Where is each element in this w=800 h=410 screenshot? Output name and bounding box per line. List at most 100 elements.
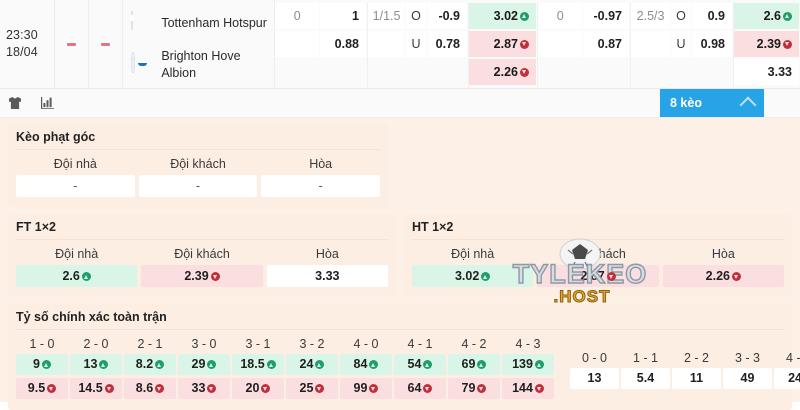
correct-score-label: 4 - 3 bbox=[515, 337, 541, 351]
match-row[interactable]: 23:30 18/04 Tottenham Hotspur Brighton H… bbox=[0, 0, 800, 89]
correct-score-odds-down[interactable]: 9.5 bbox=[16, 378, 68, 399]
ht-value-away[interactable]: 2.87 bbox=[537, 265, 659, 287]
ht-value-draw[interactable]: 2.26 bbox=[662, 265, 784, 287]
arrow-up-icon bbox=[782, 11, 792, 21]
odds-cell-empty[interactable] bbox=[537, 31, 583, 57]
odds-value: 18.5 bbox=[240, 357, 265, 371]
odds-cell[interactable]: 0.9 bbox=[691, 3, 732, 29]
odds-group-1x2-b: 2.6 2.39 3.33 bbox=[733, 3, 800, 88]
odds-cell[interactable]: 0.78 bbox=[426, 31, 467, 57]
arrow-up-icon bbox=[534, 360, 544, 370]
odds-cell-empty[interactable] bbox=[367, 31, 406, 57]
correct-score-odds-up[interactable]: 84 bbox=[340, 354, 392, 375]
correct-score-odds-down[interactable]: 64 bbox=[394, 378, 446, 399]
score-home-cell bbox=[55, 0, 90, 88]
correct-score-odds-up[interactable]: 18.5 bbox=[232, 354, 284, 375]
correct-score-odds-up[interactable]: 8.2 bbox=[124, 354, 176, 375]
jersey-icon[interactable] bbox=[6, 94, 24, 112]
odds-under-label[interactable]: U bbox=[671, 31, 691, 57]
bar-chart-icon[interactable] bbox=[38, 94, 56, 112]
odds-cell-1x2-home[interactable]: 2.6 bbox=[733, 3, 799, 29]
odds-cell[interactable]: 0.87 bbox=[583, 31, 629, 57]
correct-score-odds[interactable]: 49 bbox=[723, 368, 772, 389]
panel-corner-kick: Kèo phạt góc Đội nhà - Đội khách - Hòa - bbox=[8, 124, 388, 207]
arrow-down-icon bbox=[155, 384, 165, 394]
odds-cell-1x2-draw[interactable]: 3.33 bbox=[733, 59, 799, 85]
away-team-line[interactable]: Brighton Hove Albion bbox=[131, 44, 274, 86]
ht-col-away: Đội khách 2.87 bbox=[537, 244, 659, 287]
corner-col-draw: Hòa - bbox=[261, 154, 381, 197]
arrow-down-icon bbox=[477, 384, 487, 394]
odds-cell[interactable]: 0 bbox=[537, 3, 583, 29]
correct-score-odds-down[interactable]: 144 bbox=[502, 378, 554, 399]
correct-score-odds[interactable]: 11 bbox=[672, 368, 721, 389]
odds-cell-empty[interactable] bbox=[274, 31, 320, 57]
odds-value: 2.6 bbox=[763, 9, 781, 23]
odds-cell[interactable]: 1 bbox=[320, 3, 366, 29]
odds-under-label[interactable]: U bbox=[406, 31, 426, 57]
odds-cell-empty[interactable] bbox=[630, 31, 671, 57]
correct-score-odds[interactable]: 13 bbox=[570, 368, 619, 389]
odds-cell[interactable]: 0.88 bbox=[320, 31, 366, 57]
odds-cell[interactable]: 0.98 bbox=[691, 31, 732, 57]
odds-line-value[interactable]: 2.5/3 bbox=[630, 3, 671, 29]
correct-score-label: 4 - 4 bbox=[785, 351, 800, 365]
odds-cell-1x2-away[interactable]: 2.87 bbox=[468, 31, 536, 57]
arrow-down-icon bbox=[519, 67, 529, 77]
correct-score-odds-down[interactable]: 25 bbox=[286, 378, 338, 399]
column-header: Hòa bbox=[711, 247, 735, 261]
odds-cell-1x2-draw[interactable]: 2.26 bbox=[468, 59, 536, 85]
correct-score-odds-up[interactable]: 54 bbox=[394, 354, 446, 375]
correct-score-odds-down[interactable]: 20 bbox=[232, 378, 284, 399]
column-header: Đội khách bbox=[570, 247, 626, 261]
correct-score-odds-down[interactable]: 8.6 bbox=[124, 378, 176, 399]
arrow-up-icon bbox=[81, 272, 91, 282]
odds-panels: TYLEKEO .HOST Kèo phạt góc Đội nhà - Đội… bbox=[0, 118, 800, 410]
correct-score-odds-up[interactable]: 24 bbox=[286, 354, 338, 375]
ht-value-home[interactable]: 3.02 bbox=[412, 265, 534, 287]
arrow-down-icon bbox=[606, 272, 616, 282]
correct-score-column: 4 - 2 69 79 bbox=[448, 334, 500, 402]
odds-line-value[interactable]: 1/1.5 bbox=[367, 3, 406, 29]
home-team-line[interactable]: Tottenham Hotspur bbox=[131, 2, 274, 44]
correct-score-odds-up[interactable]: 9 bbox=[16, 354, 68, 375]
odds-over-label[interactable]: O bbox=[406, 3, 426, 29]
odds-cell[interactable]: -0.97 bbox=[583, 3, 629, 29]
correct-score-odds[interactable]: 5.4 bbox=[621, 368, 670, 389]
correct-score-column: 2 - 1 8.2 8.6 bbox=[124, 334, 176, 402]
toolbar-icons bbox=[0, 94, 56, 112]
odds-value: 54 bbox=[407, 357, 422, 371]
correct-score-label: 4 - 2 bbox=[461, 337, 487, 351]
correct-score-odds-up[interactable]: 29 bbox=[178, 354, 230, 375]
keo-count-badge[interactable]: 8 kèo bbox=[660, 89, 764, 117]
correct-score-odds[interactable]: 249 bbox=[774, 368, 800, 389]
correct-score-odds-down[interactable]: 33 bbox=[178, 378, 230, 399]
odds-cell[interactable]: 0 bbox=[274, 3, 320, 29]
correct-score-odds-down[interactable]: 79 bbox=[448, 378, 500, 399]
ft-value-draw[interactable]: 3.33 bbox=[266, 265, 388, 287]
odds-cell-1x2-home[interactable]: 3.02 bbox=[468, 3, 536, 29]
ft-value-away[interactable]: 2.39 bbox=[141, 265, 263, 287]
correct-score-odds-up[interactable]: 69 bbox=[448, 354, 500, 375]
arrow-down-icon bbox=[534, 384, 544, 394]
column-header: Đội nhà bbox=[55, 247, 99, 261]
odds-over-label[interactable]: O bbox=[671, 3, 691, 29]
chevron-up-icon[interactable] bbox=[739, 96, 757, 113]
odds-cell[interactable]: -0.9 bbox=[426, 3, 467, 29]
arrow-down-icon bbox=[315, 384, 325, 394]
corner-value-away[interactable]: - bbox=[138, 175, 258, 197]
odds-cell-1x2-away[interactable]: 2.39 bbox=[733, 31, 799, 57]
correct-score-odds-up[interactable]: 13 bbox=[70, 354, 122, 375]
odds-value: 144 bbox=[512, 381, 533, 395]
correct-score-odds-up[interactable]: 139 bbox=[502, 354, 554, 375]
ft-value-home[interactable]: 2.6 bbox=[16, 265, 138, 287]
correct-score-odds-down[interactable]: 14.5 bbox=[70, 378, 122, 399]
odds-value: 139 bbox=[512, 357, 533, 371]
corner-value-draw[interactable]: - bbox=[261, 175, 381, 197]
match-odds-page: 23:30 18/04 Tottenham Hotspur Brighton H… bbox=[0, 0, 800, 400]
correct-score-column: 2 - 2 11 bbox=[672, 348, 721, 392]
odds-value: 25 bbox=[299, 381, 314, 395]
correct-score-odds-down[interactable]: 99 bbox=[340, 378, 392, 399]
corner-value-home[interactable]: - bbox=[16, 175, 135, 197]
teams-cell[interactable]: Tottenham Hotspur Brighton Hove Albion bbox=[123, 0, 275, 88]
